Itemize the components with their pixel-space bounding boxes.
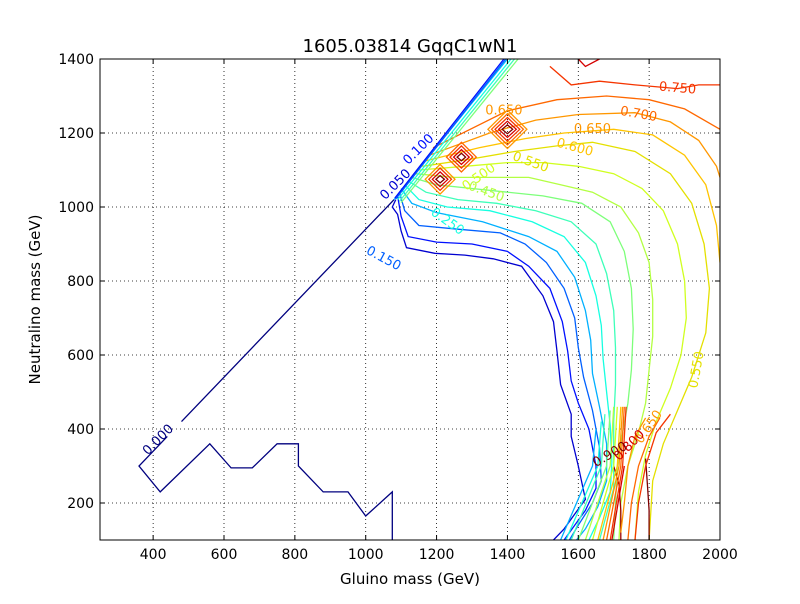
x-axis-label: Gluino mass (GeV) [340,570,480,588]
x-tick-label: 1600 [560,547,596,563]
contour-island [501,124,514,135]
contour-band-line [398,59,516,202]
contour-island [456,152,467,162]
x-tick-label: 1400 [490,547,526,563]
contour-label: 0.650 [574,122,611,137]
contour-line-0.000 [138,435,393,540]
contour-line-0.450 [415,173,654,540]
x-tick-label: 800 [281,547,308,563]
y-tick-label: 600 [67,348,94,364]
contour-line-0.650 [620,417,647,533]
x-tick-label: 400 [140,547,167,563]
contour-island [431,171,449,188]
tick-layer: 400 600 800 1000 1200 1400 1600 1800 2000 200 400 6… [58,52,737,563]
contour-label: 0.550 [686,350,707,389]
contour-line-0.800 [577,59,600,68]
contour-band-line [395,59,507,200]
y-tick-label: 800 [67,274,94,290]
chart-title: 1605.03814 GqqC1wN1 [303,36,518,57]
contour-label: 0.250 [428,205,467,239]
contour-island [434,174,446,184]
series-layer [138,59,720,540]
contour-band-line [400,59,519,204]
contour-line-0.200 [400,188,608,540]
contour-island [445,141,478,173]
contour-island [490,112,525,146]
y-tick-label: 1000 [58,200,94,216]
contour-line-0.650 [429,112,720,178]
contour-line-0.550 [422,141,711,540]
contour-island [486,109,528,150]
contour-island [424,163,456,196]
x-tick-label: 600 [211,547,238,563]
x-tick-label: 1800 [631,547,667,563]
contour-label: 0.100 [400,131,437,168]
contour-band-line [602,406,624,540]
contour-band-line [394,59,505,199]
contour-island [452,148,471,166]
y-tick-label: 1200 [58,126,94,142]
contour-island [497,120,518,139]
contour-band-line [565,421,602,540]
contour-label: 0.550 [510,149,550,176]
contour-island [427,167,453,192]
contour-band-line [577,410,611,540]
contour-band-line [597,406,622,540]
y-axis-label: Neutralino mass (GeV) [26,214,44,384]
contour-line-0.700 [627,417,661,540]
contour-label: 0.700 [619,104,658,125]
contour-label: 0.600 [555,136,595,160]
contour-island [494,116,521,142]
contour-label: 0.000 [140,422,177,459]
y-tick-label: 1400 [58,52,94,68]
contour-line-0.500 [418,161,687,540]
contour-line-0.750 [634,413,671,540]
x-tick-label: 2000 [702,547,738,563]
contour-band-line [605,406,625,540]
contour-line-0.000 [181,199,395,423]
y-tick-label: 400 [67,422,94,438]
contour-line-0.900 [644,458,650,540]
contour-band-line [611,465,625,540]
contour-band-line [584,406,615,540]
y-tick-label: 200 [67,496,94,512]
contour-label: 0.150 [363,243,403,274]
x-tick-label: 1200 [419,547,455,563]
contour-band-line [591,406,618,540]
contour-band-line [397,59,512,201]
contour-line-0.750 [549,65,720,90]
contour-band-line [560,428,597,540]
x-tick-label: 1000 [348,547,384,563]
contour-label: 0.650 [485,103,522,118]
contour-line-0.050 [391,199,587,540]
contour-label: 0.750 [658,80,696,98]
contour-line-0.300 [407,180,617,540]
contour-island [449,144,474,170]
contour-line-0.100 [396,195,597,540]
contour-band-line [609,406,627,540]
contour-band-line [570,414,606,540]
plot-frame [99,58,721,541]
